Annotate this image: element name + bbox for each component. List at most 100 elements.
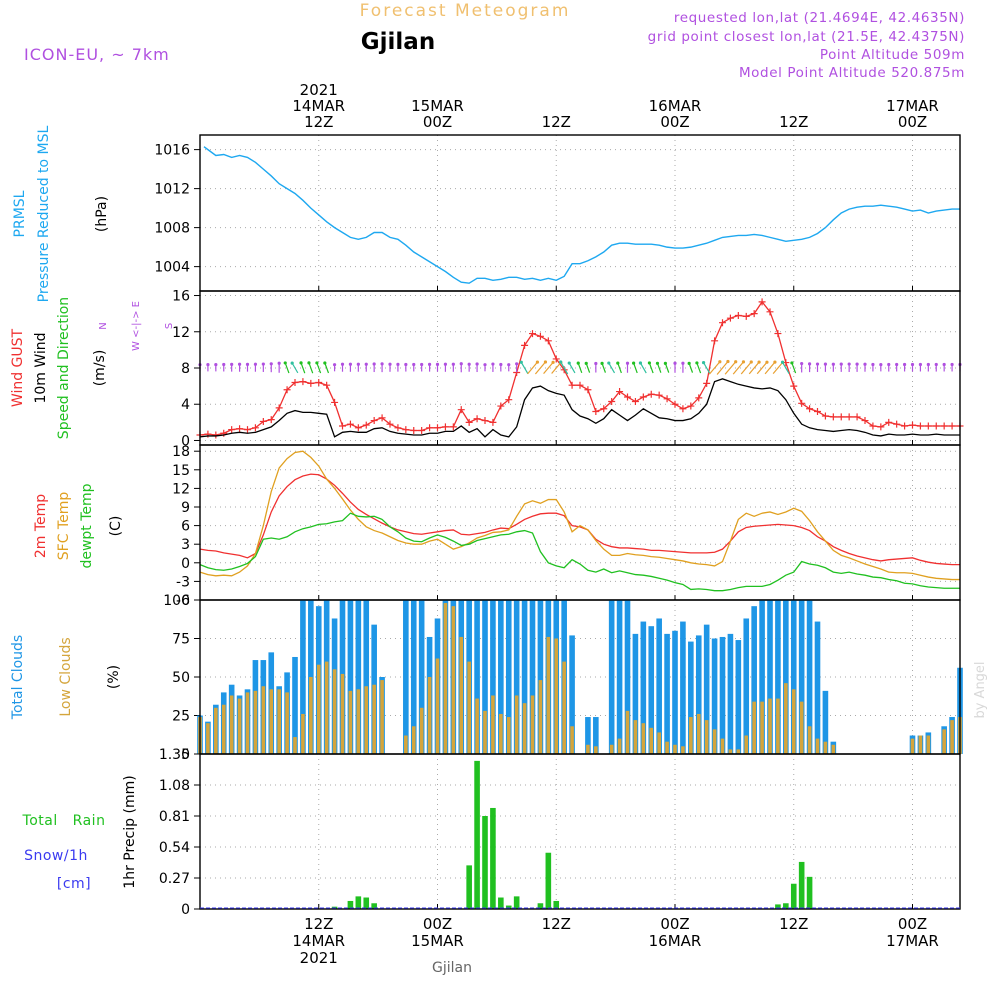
- bar-clouds-1-60: [673, 744, 677, 754]
- gust-marker-60: [671, 400, 679, 408]
- ytick-label-temperature-0: -6: [176, 593, 190, 609]
- gust-marker-53: [616, 388, 624, 396]
- gust-label: Wind GUST: [10, 328, 26, 407]
- bar-clouds-0-52: [608, 600, 615, 754]
- bar-clouds-0-75: [790, 600, 797, 754]
- dir-arrow-head-58: [655, 361, 660, 365]
- bottom-axis-label-5-0: 00Z: [898, 915, 927, 933]
- low-clouds-label: Low Clouds: [58, 637, 74, 716]
- bar-clouds-1-77: [807, 726, 812, 754]
- bar-precip-0-13: [537, 903, 544, 909]
- wind-unit: (m/s): [92, 350, 108, 387]
- bar-clouds-1-31: [443, 603, 448, 754]
- ytick-label-precip-3: 0.81: [159, 809, 190, 825]
- dir-arrow-43: [534, 361, 546, 375]
- dir-arrow-15: [316, 362, 322, 374]
- bar-clouds-1-32: [451, 606, 456, 754]
- bar-clouds-1-68: [736, 749, 741, 754]
- gust-marker-89: [901, 422, 909, 430]
- gust-marker-38: [497, 402, 505, 410]
- gust-marker-81: [837, 413, 845, 421]
- gust-marker-79: [821, 412, 829, 420]
- bar-clouds-1-38: [499, 713, 503, 754]
- dir-arrow-56: [639, 362, 647, 374]
- bar-clouds-0-41: [521, 600, 528, 754]
- dir-arrow-head-3: [222, 362, 226, 367]
- gust-marker-78: [814, 407, 821, 415]
- dir-arrow-head-43: [543, 360, 548, 364]
- gust-marker-47: [568, 381, 576, 389]
- dir-arrow-58: [656, 363, 662, 373]
- gust-marker-69: [742, 312, 750, 320]
- bar-clouds-0-40: [513, 600, 520, 754]
- bar-precip-0-6: [474, 760, 480, 909]
- dir-arrow-44: [543, 361, 554, 375]
- precip-panel: 0 0.27 0.54 0.81 1.08 1.35: [159, 747, 961, 918]
- gust-marker-18: [339, 422, 346, 430]
- gust-marker-4: [228, 426, 236, 434]
- dir-arrow-head-21: [364, 362, 368, 366]
- bar-precip-0-18: [790, 883, 797, 909]
- bar-clouds-0-79: [822, 690, 829, 754]
- bar-clouds-1-63: [696, 713, 701, 754]
- bar-clouds-1-29: [427, 677, 432, 754]
- gust-marker-67: [726, 314, 734, 322]
- gust-marker-17: [331, 398, 339, 406]
- clouds-unit: (%): [106, 665, 122, 689]
- dir-arrow-head-47: [567, 361, 571, 365]
- dir-arrow-head-87: [887, 362, 891, 367]
- bar-clouds-0-38: [498, 600, 504, 754]
- dir-arrow-14: [308, 362, 314, 374]
- bar-clouds-1-35: [475, 698, 479, 754]
- gust-marker-72: [766, 308, 774, 316]
- dir-arrow-head-10: [277, 361, 281, 365]
- dir-arrow-head-31: [443, 362, 448, 366]
- bar-precip-0-4: [371, 903, 377, 909]
- dir-arrow-70: [748, 361, 760, 375]
- bar-clouds-1-73: [776, 698, 780, 754]
- dir-arrow-head-74: [780, 360, 785, 364]
- bar-clouds-1-46: [562, 661, 566, 754]
- bar-clouds-1-69: [744, 735, 749, 754]
- bar-clouds-1-49: [586, 744, 590, 754]
- gust-marker-34: [465, 418, 473, 426]
- svg-text:W <-|-> E: W <-|-> E: [131, 301, 142, 351]
- dir-arrow-head-68: [741, 360, 746, 364]
- bar-clouds-0-12: [292, 656, 298, 754]
- ytick-label-wind-0: 0: [181, 433, 190, 449]
- dir-arrow-63: [696, 362, 702, 374]
- dir-arrow-head-4: [230, 362, 234, 366]
- gust-marker-91: [916, 422, 924, 430]
- ytick-label-temperature-6: 12: [172, 481, 190, 497]
- gust-marker-65: [711, 337, 719, 345]
- bar-clouds-1-14: [309, 677, 313, 754]
- gust-marker-70: [750, 310, 758, 318]
- dir-arrow-16: [324, 362, 330, 374]
- dir-arrow-head-85: [871, 362, 875, 367]
- dir-arrow-head-66: [726, 359, 730, 364]
- bar-clouds-1-54: [625, 710, 630, 754]
- bottom-location: Gjilan: [432, 960, 472, 976]
- dir-arrow-12: [291, 362, 299, 374]
- dir-arrow-head-53: [616, 361, 620, 365]
- bar-clouds-0-65: [711, 638, 718, 754]
- precip-unit: 1hr Precip (mm): [122, 775, 138, 888]
- bar-clouds-1-78: [815, 738, 820, 754]
- bar-clouds-1-13: [301, 713, 305, 754]
- dir-arrow-head-22: [372, 362, 376, 366]
- watermark: by Angel: [973, 661, 988, 718]
- bar-clouds-1-56: [641, 723, 646, 754]
- dir-arrow-head-70: [757, 360, 761, 364]
- gust-marker-73: [774, 330, 782, 338]
- bar-clouds-1-33: [459, 636, 464, 754]
- bottom-axis-label-2-0: 12Z: [542, 915, 571, 933]
- gust-marker-11: [283, 386, 291, 394]
- ytick-label-temperature-8: 18: [172, 444, 190, 460]
- dir-arrow-11: [284, 362, 290, 374]
- dir-arrow-57: [648, 362, 654, 374]
- bar-clouds-1-20: [356, 689, 361, 754]
- bar-clouds-1-34: [467, 661, 471, 754]
- dir-arrow-69: [740, 361, 752, 375]
- bar-clouds-0-21: [363, 600, 370, 754]
- bar-clouds-1-71: [760, 701, 764, 754]
